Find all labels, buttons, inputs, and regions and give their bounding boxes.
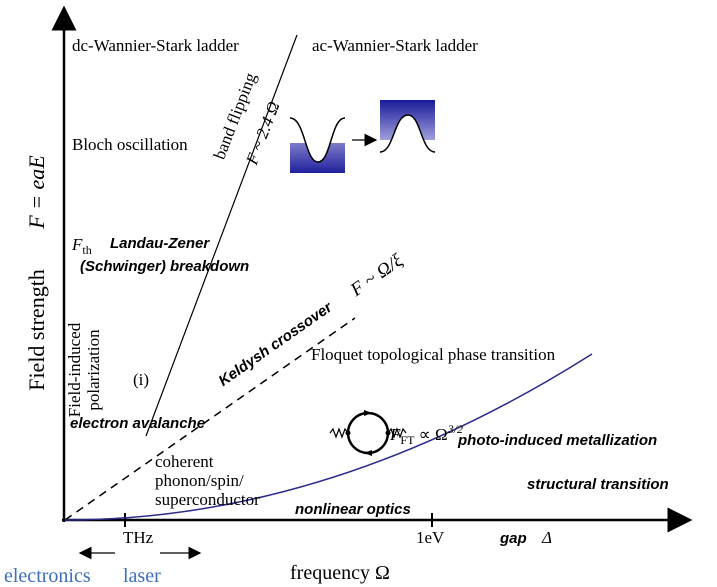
vertex: [346, 431, 351, 436]
field-induced: polarization: [84, 329, 103, 411]
ev: 1eV: [416, 528, 445, 547]
diagram: Field strength F = eaE frequency Ω dc-Wa…: [0, 0, 717, 587]
wiggle: [330, 429, 348, 437]
bloch: Bloch oscillation: [72, 135, 188, 154]
delta: Δ: [541, 528, 552, 547]
band-flip-law: F ~ 2.4 Ω: [242, 99, 284, 168]
band-fill: [290, 118, 345, 175]
ac-ladder: ac-Wannier-Stark ladder: [312, 36, 478, 55]
threshold-main: F: [71, 235, 83, 254]
landau-zener: (Schwinger) breakdown: [80, 258, 249, 275]
nonlinear: nonlinear optics: [295, 501, 411, 518]
metallization: photo-induced metallization: [457, 432, 657, 449]
coherent: coherent: [155, 452, 214, 471]
laser: laser: [123, 565, 161, 587]
thz: THz: [123, 528, 154, 547]
floquet: Floquet topological phase transition: [311, 345, 556, 364]
field-induced: Field-induced: [65, 322, 84, 417]
coherent: superconductor: [155, 490, 260, 509]
law-sub: FT: [400, 433, 415, 447]
law-main: F: [389, 425, 401, 444]
threshold: Fth: [71, 235, 92, 257]
landau-zener: Landau-Zener: [110, 235, 210, 252]
avalanche: electron avalanche: [70, 415, 205, 432]
threshold-sub: th: [82, 243, 91, 257]
x-label: frequency Ω: [290, 562, 390, 584]
y-label: Field strength: [24, 269, 49, 391]
loop-arrows: [364, 410, 372, 456]
y-symbol: F = eaE: [24, 155, 49, 230]
gap: gap: [499, 530, 527, 547]
electronics: electronics: [4, 565, 91, 587]
loop: [348, 413, 388, 453]
coherent: phonon/spin/: [155, 471, 244, 490]
band-fill: [380, 100, 435, 152]
structural: structural transition: [527, 476, 669, 493]
floquet-law: FFT ∝ Ω3/2: [389, 422, 463, 447]
keldysh-law: F ~ Ω/ξ: [346, 250, 408, 302]
law-rest: ∝ Ω: [414, 425, 447, 444]
marker: (i): [133, 370, 149, 389]
dc-ladder: dc-Wannier-Stark ladder: [72, 36, 239, 55]
